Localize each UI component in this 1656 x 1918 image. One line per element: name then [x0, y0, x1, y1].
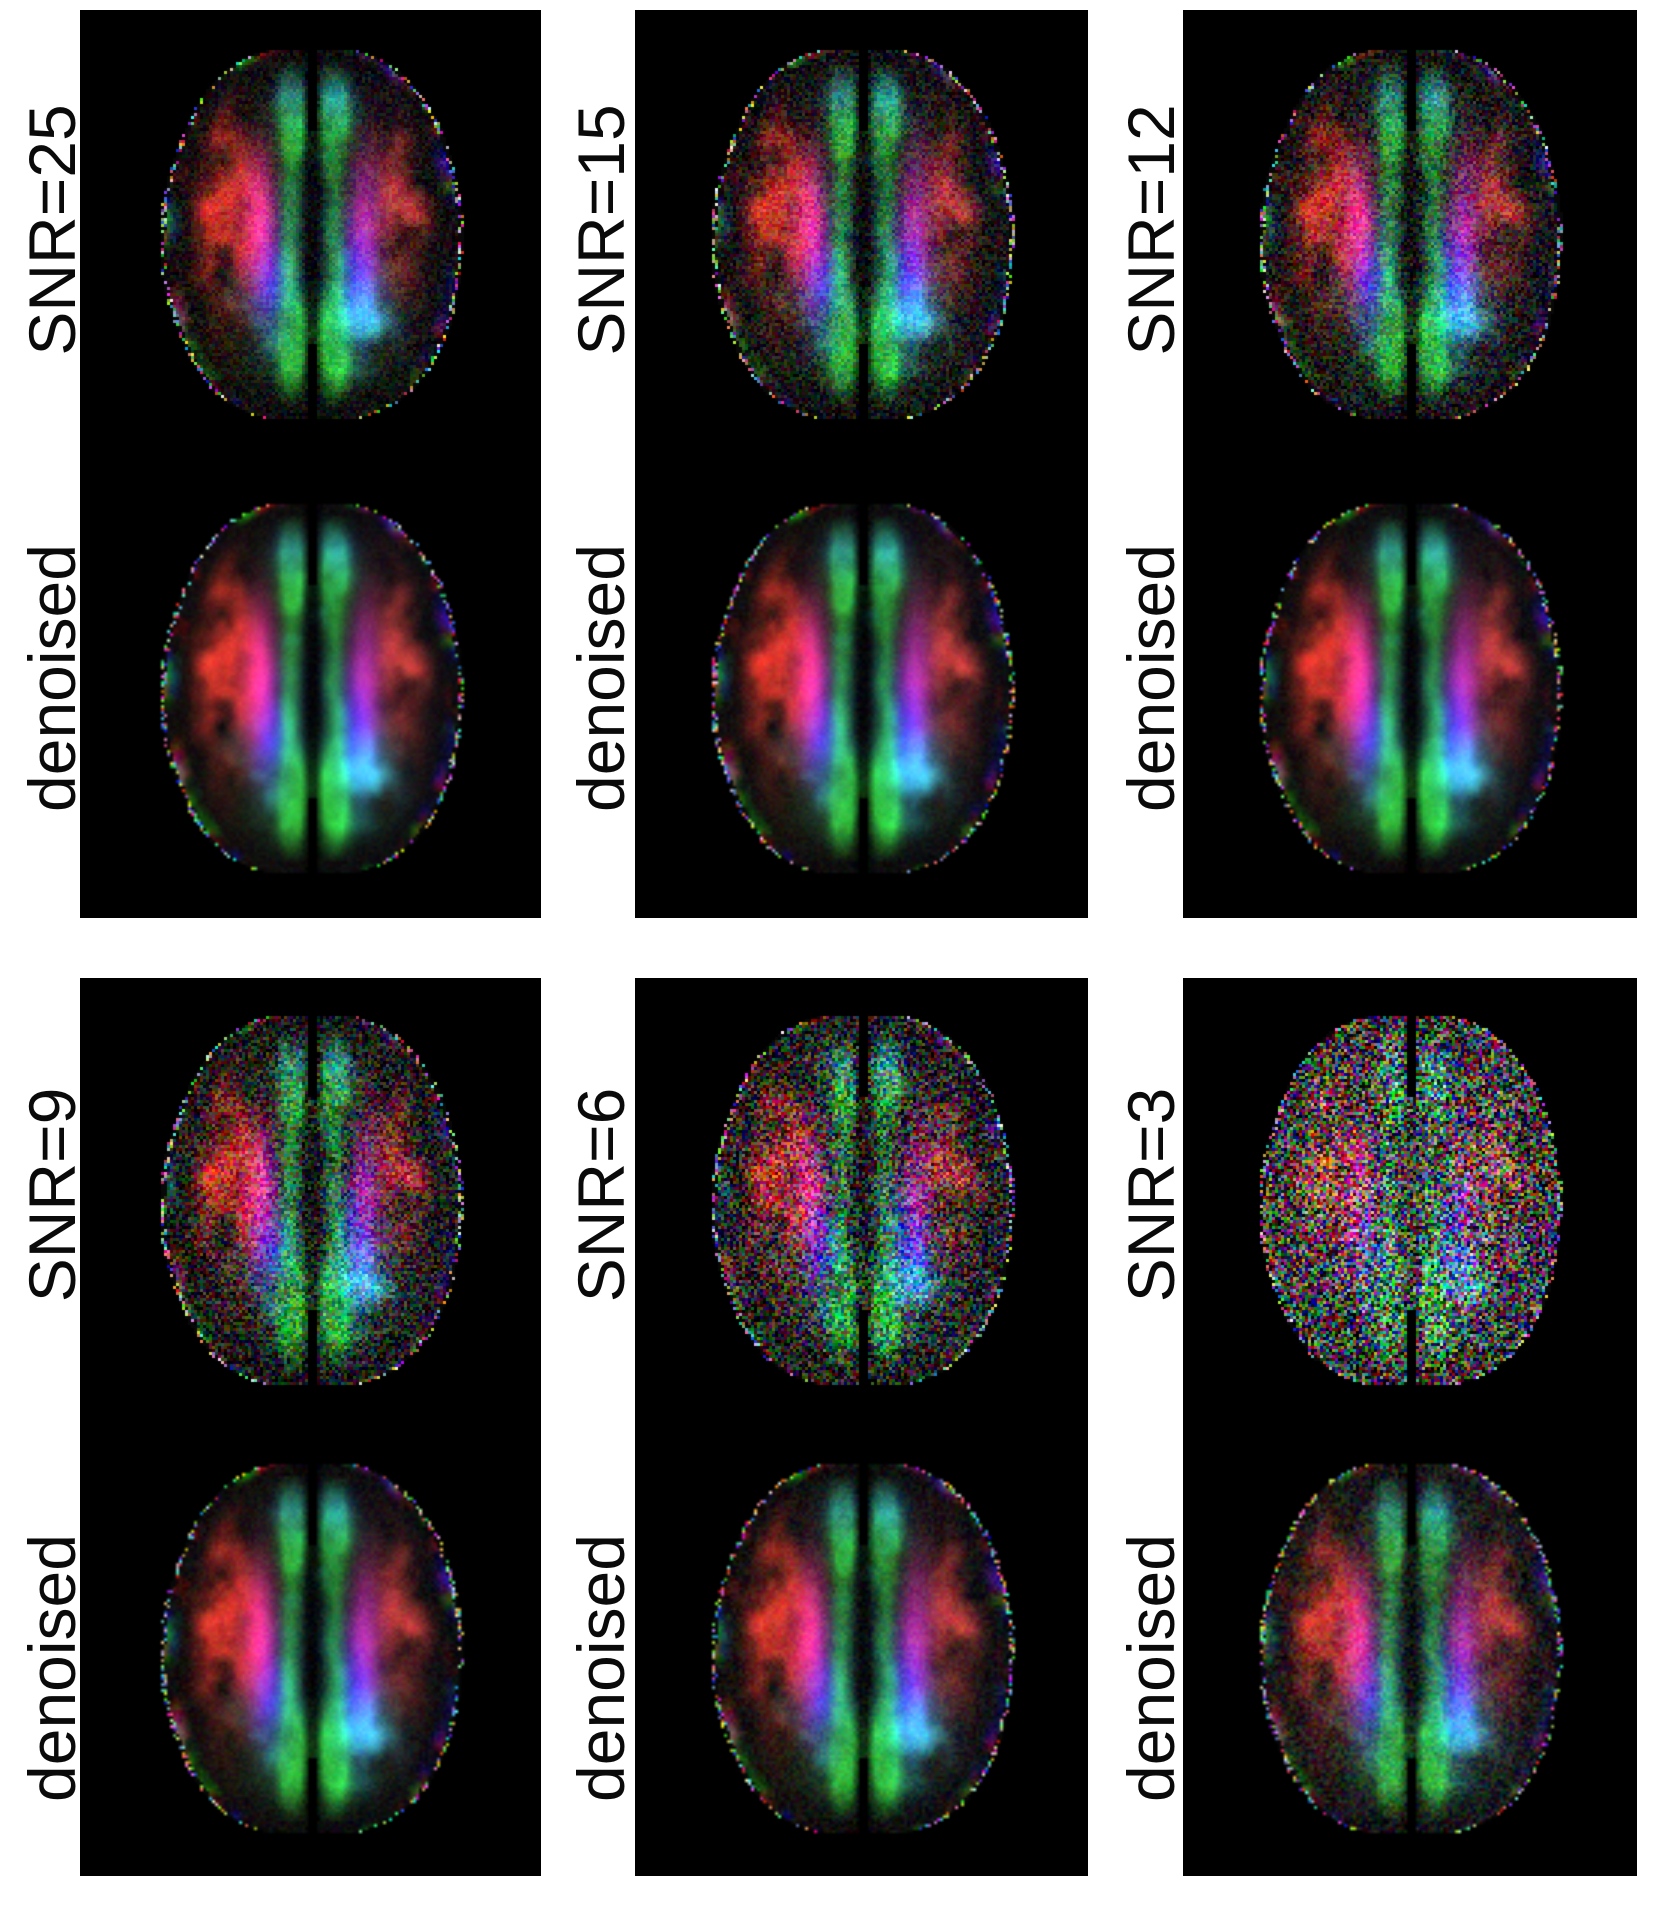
- denoised-label: denoised: [564, 544, 638, 812]
- figure-cell-snr15: SNR=15 denoised: [552, 0, 1104, 940]
- dti-color-map-noisy-snr15: [693, 38, 1030, 428]
- image-panel-snr12: [1183, 10, 1637, 918]
- snr-label: SNR=3: [1114, 1087, 1188, 1303]
- dti-color-map-noisy-snr3: [1242, 1004, 1578, 1394]
- snr-label: SNR=25: [15, 104, 89, 356]
- denoised-label: denoised: [564, 1534, 638, 1802]
- dti-color-map-noisy-snr6: [693, 1004, 1030, 1394]
- figure-cell-snr6: SNR=6 denoised: [552, 978, 1104, 1918]
- figure-cell-snr3: SNR=3 denoised: [1104, 978, 1656, 1918]
- image-panel-snr6: [635, 978, 1088, 1876]
- dti-color-map-denoised-snr6: [693, 1452, 1030, 1842]
- snr-label: SNR=6: [564, 1087, 638, 1303]
- denoised-label: denoised: [1114, 1534, 1188, 1802]
- dti-color-map-noisy-snr25: [142, 38, 479, 428]
- denoised-label: denoised: [15, 1534, 89, 1802]
- snr-label: SNR=12: [1114, 104, 1188, 356]
- denoised-label: denoised: [1114, 544, 1188, 812]
- dti-color-map-denoised-snr25: [142, 492, 479, 882]
- dti-color-map-noisy-snr9: [142, 1004, 479, 1394]
- figure-cell-snr25: SNR=25 denoised: [0, 0, 552, 940]
- dti-color-map-denoised-snr15: [693, 492, 1030, 882]
- snr-label: SNR=15: [564, 104, 638, 356]
- figure-cell-snr12: SNR=12 denoised: [1104, 0, 1656, 940]
- dti-color-map-denoised-snr3: [1242, 1452, 1578, 1842]
- image-panel-snr25: [80, 10, 541, 918]
- dti-color-map-denoised-snr9: [142, 1452, 479, 1842]
- snr-label: SNR=9: [15, 1087, 89, 1303]
- image-panel-snr3: [1183, 978, 1637, 1876]
- image-panel-snr15: [635, 10, 1088, 918]
- image-panel-snr9: [80, 978, 541, 1876]
- figure-cell-snr9: SNR=9 denoised: [0, 978, 552, 1918]
- denoised-label: denoised: [15, 544, 89, 812]
- dti-color-map-denoised-snr12: [1242, 492, 1578, 882]
- dti-color-map-noisy-snr12: [1242, 38, 1578, 428]
